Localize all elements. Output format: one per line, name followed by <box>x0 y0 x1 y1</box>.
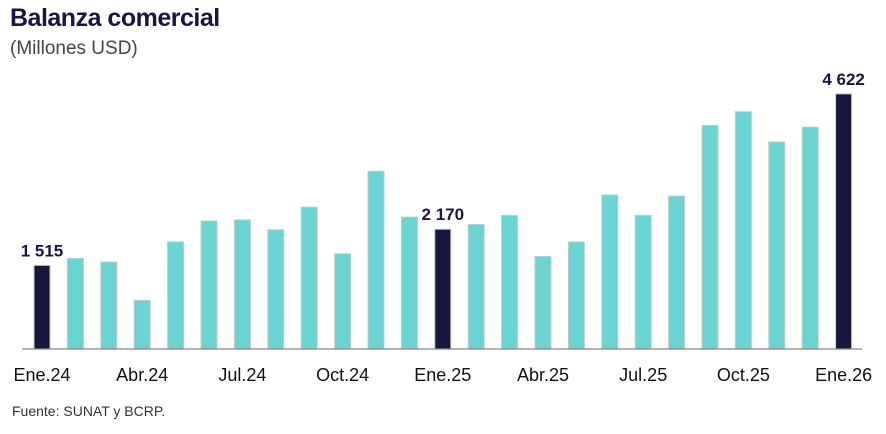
bar-Jun.25 <box>601 194 619 350</box>
bar-Jul.24 <box>233 219 251 350</box>
bar-Ene.26 <box>835 93 853 350</box>
bar-Oct.25 <box>734 111 752 350</box>
bar-Ago.24 <box>267 229 285 350</box>
x-tick-label: Jul.24 <box>218 365 266 385</box>
bar-Sep.25 <box>701 124 719 350</box>
bar-Mar.25 <box>501 214 519 350</box>
bar-Ene.25 <box>434 228 452 350</box>
chart-subtitle: (Millones USD) <box>10 38 138 59</box>
bar-Nov.24 <box>367 170 385 350</box>
bar-Sep.24 <box>300 206 318 350</box>
bar-Dic.25 <box>801 126 819 350</box>
bar-Abr.24 <box>133 299 151 350</box>
bar-Dic.24 <box>400 216 418 350</box>
bar-Feb.25 <box>467 224 485 350</box>
x-tick-label: Jul.25 <box>619 365 667 385</box>
bar-Abr.25 <box>534 256 552 350</box>
bar-Nov.25 <box>768 141 786 350</box>
bar-Ago.25 <box>668 195 686 350</box>
x-tick-label: Abr.25 <box>517 365 569 385</box>
x-tick-label: Oct.24 <box>316 365 369 385</box>
bar-May.25 <box>567 241 585 350</box>
bar-Jun.24 <box>200 220 218 350</box>
data-label: 4 622 <box>822 70 865 89</box>
bar-Feb.24 <box>66 257 84 350</box>
bar-Ene.24 <box>33 264 51 350</box>
bar-Jul.25 <box>634 214 652 350</box>
x-tick-label: Ene.24 <box>13 365 70 385</box>
x-tick-label: Ene.26 <box>815 365 872 385</box>
chart-title: Balanza comercial <box>10 4 220 32</box>
bar-Mar.24 <box>100 261 118 350</box>
bar-Oct.24 <box>334 253 352 350</box>
bar-May.24 <box>167 241 185 350</box>
data-label: 2 170 <box>422 205 465 224</box>
data-label: 1 515 <box>21 241 64 260</box>
x-tick-label: Oct.25 <box>717 365 770 385</box>
x-tick-label: Abr.24 <box>116 365 168 385</box>
x-tick-label: Ene.25 <box>414 365 471 385</box>
source-note: Fuente: SUNAT y BCRP. <box>12 403 166 419</box>
